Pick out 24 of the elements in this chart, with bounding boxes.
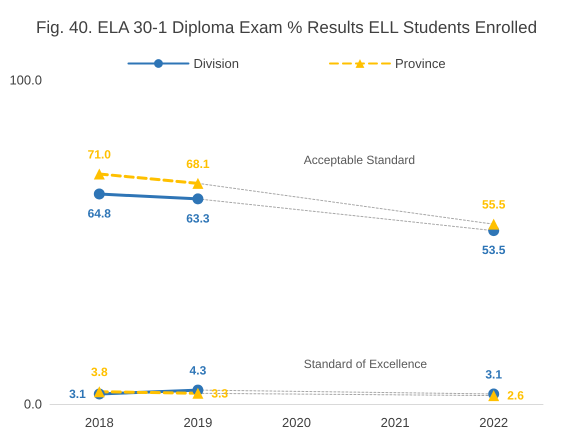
y-tick-label: 100.0 [9, 72, 42, 88]
data-label: 3.8 [90, 365, 108, 380]
data-label: 63.3 [186, 211, 210, 226]
x-tick-label: 2020 [282, 415, 311, 430]
x-tick-label: 2021 [380, 415, 410, 430]
chart-title: Fig. 40. ELA 30-1 Diploma Exam % Results ELL Students Enrolled [36, 18, 538, 37]
annotation: Standard of Excellence [304, 357, 428, 372]
legend-label: Division [193, 56, 239, 71]
annotation: Acceptable Standard [304, 152, 416, 167]
x-tick-label: 2019 [183, 415, 212, 430]
data-label: 4.3 [190, 364, 207, 378]
data-label: 71.0 [88, 147, 112, 162]
legend-label: Province [394, 56, 446, 71]
data-label: 3.3 [211, 386, 228, 400]
data-label: 55.5 [482, 198, 506, 212]
data-label: 3.1 [69, 386, 86, 401]
y-tick-label: 0.0 [24, 396, 42, 412]
data-label: 2.6 [507, 388, 524, 403]
x-tick-label: 2022 [479, 415, 508, 430]
x-tick-label: 2018 [84, 415, 114, 430]
data-label: 3.1 [485, 367, 502, 382]
data-label: 64.8 [88, 206, 112, 221]
data-label: 53.5 [482, 243, 506, 258]
data-label: 68.1 [186, 156, 210, 171]
